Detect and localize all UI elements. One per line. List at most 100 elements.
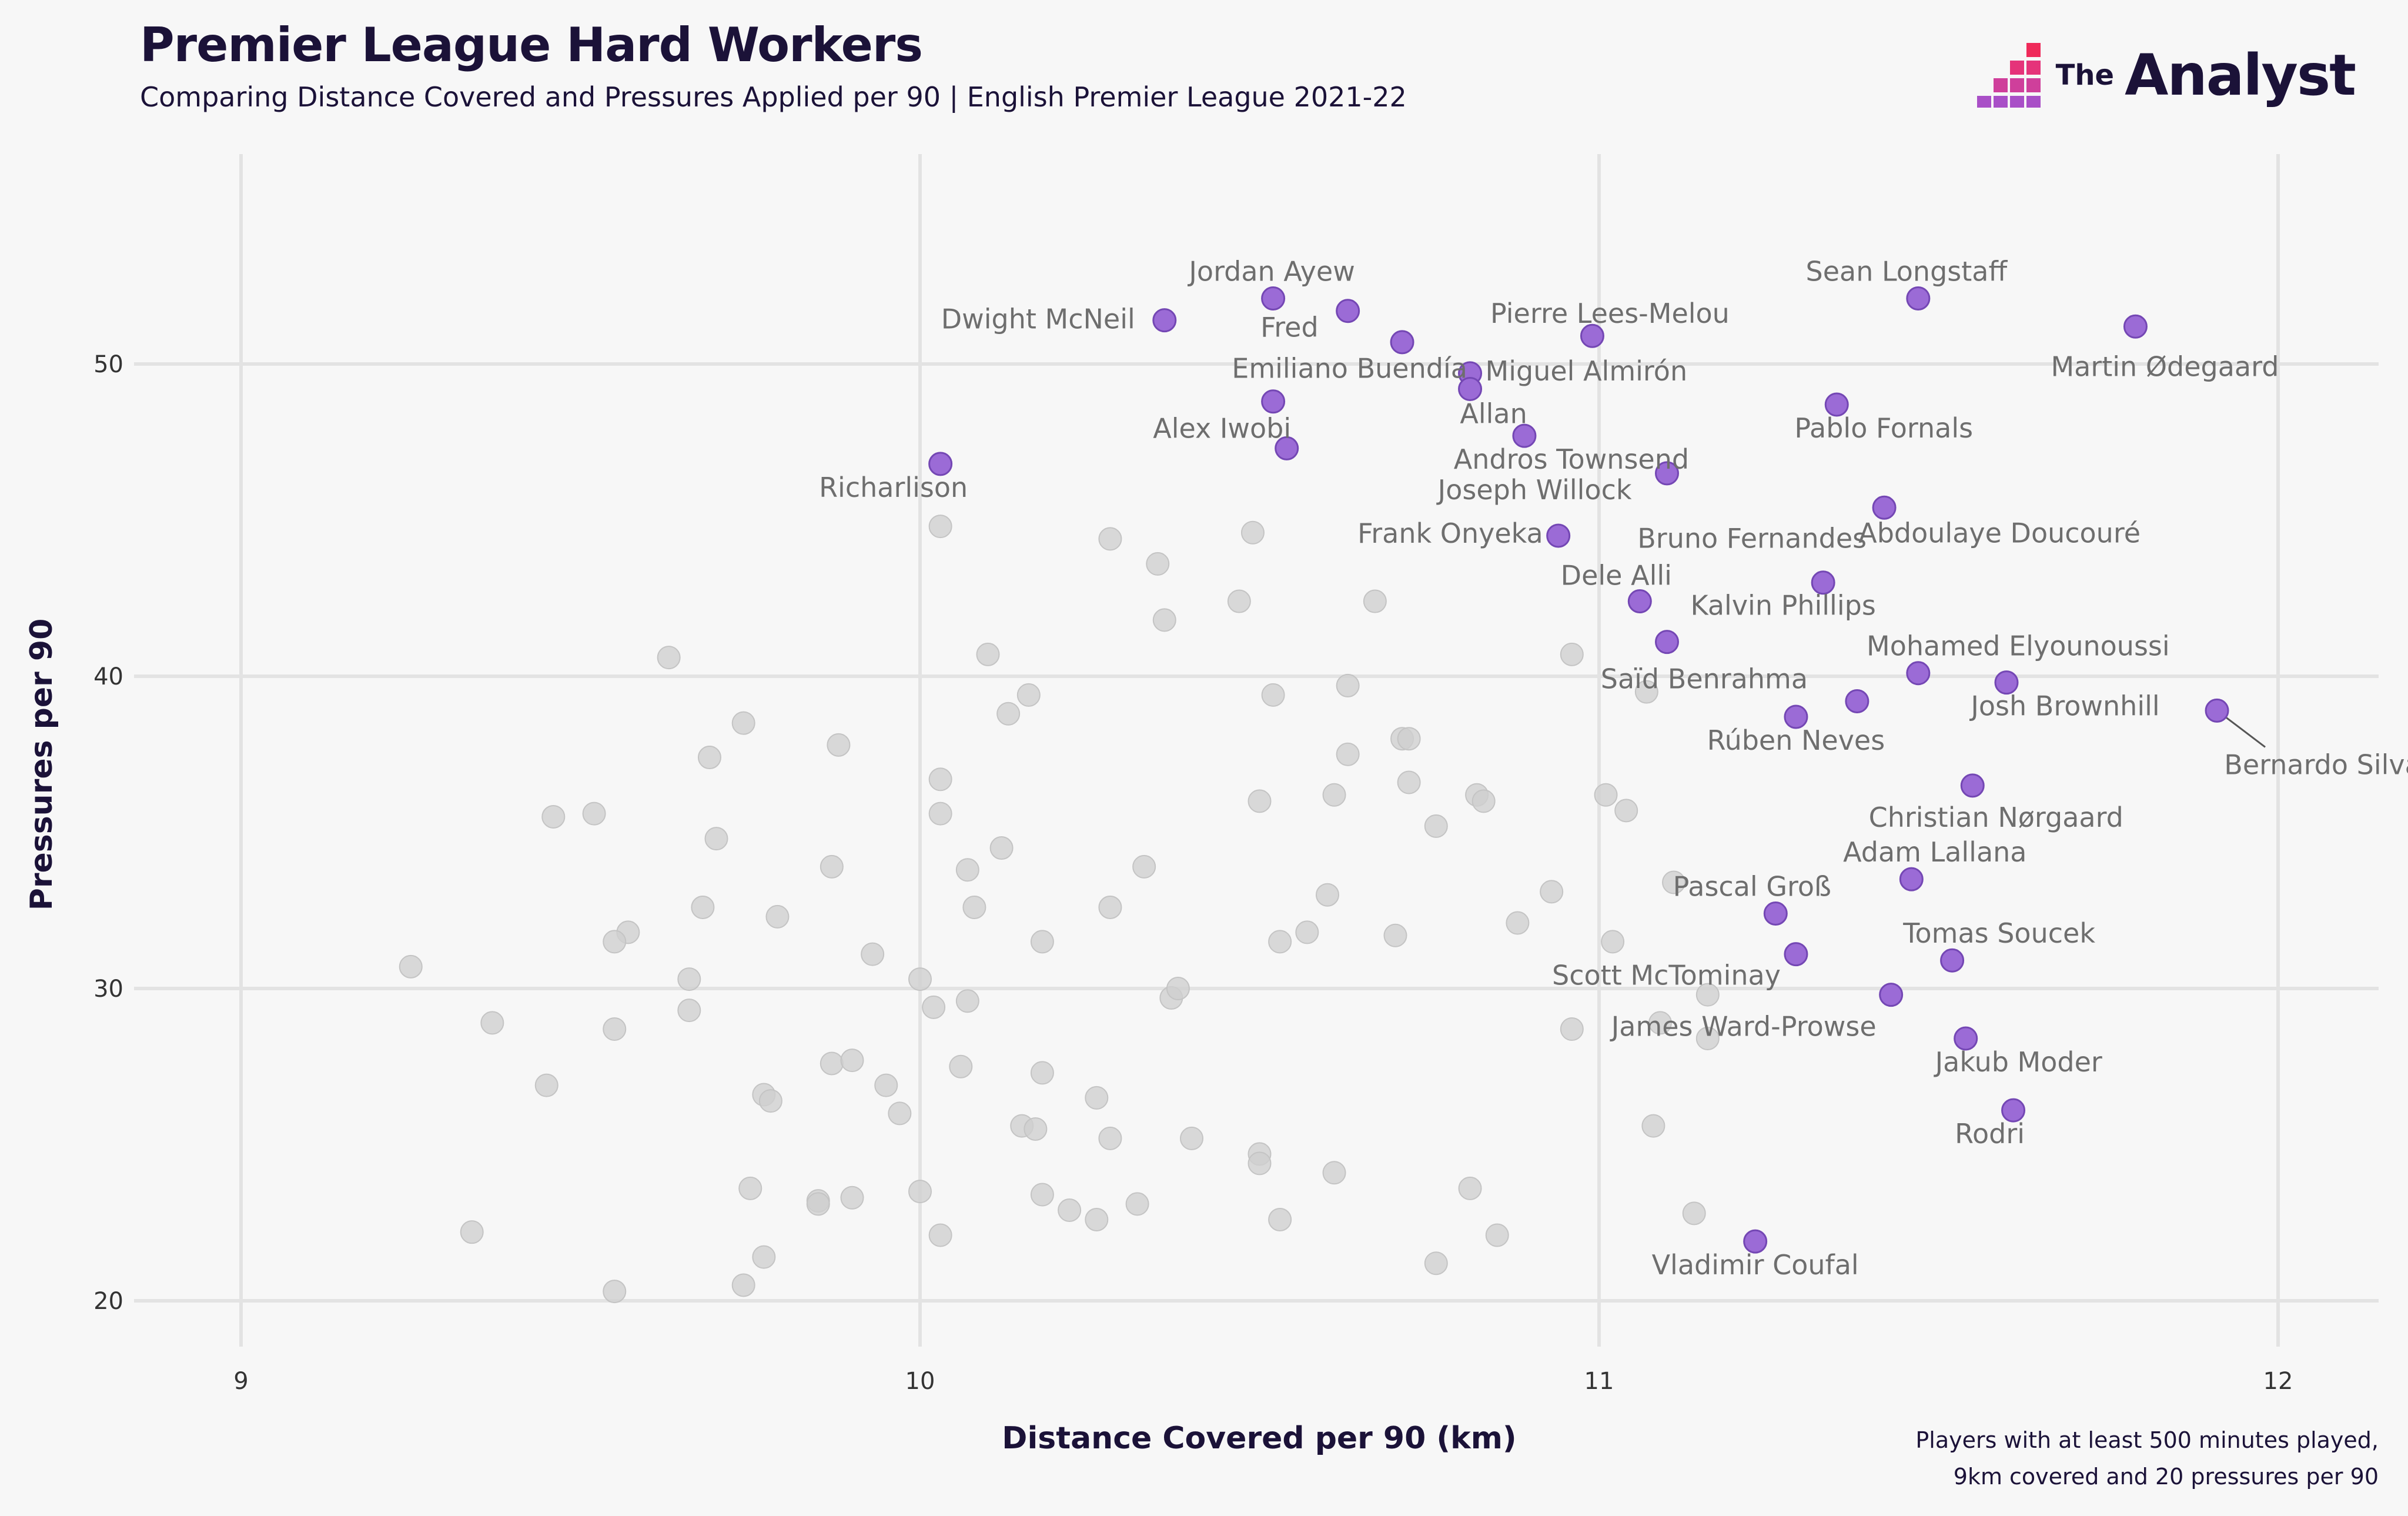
player-point-other	[1648, 1011, 1672, 1035]
player-point-other	[1363, 589, 1387, 613]
player-label: Bruno Fernandes	[1637, 522, 1867, 554]
player-point-other	[1695, 983, 1720, 1007]
player-point-other	[603, 1017, 627, 1041]
player-point-other	[1336, 742, 1360, 766]
player-point-highlighted	[1784, 942, 1808, 967]
player-label: Saïd Benrahma	[1601, 663, 1808, 694]
player-point-other	[1180, 1126, 1203, 1150]
player-point-other	[1383, 923, 1407, 947]
player-label: James Ward-Prowse	[1610, 1011, 1877, 1043]
player-point-other	[765, 904, 790, 929]
player-point-other	[820, 1051, 844, 1076]
player-point-highlighted	[1580, 323, 1604, 348]
analyst-logo-icon	[1976, 43, 2041, 108]
player-label: Pascal Groß	[1673, 871, 1831, 903]
player-label: Vladimir Coufal	[1652, 1249, 1859, 1281]
player-point-other	[677, 999, 701, 1023]
player-point-other	[1166, 977, 1190, 1000]
player-point-other	[820, 854, 844, 879]
player-label: Joseph Willock	[1436, 474, 1632, 506]
player-label: Mohamed Elyounoussi	[1867, 630, 2170, 662]
footnote-line-1: Players with at least 500 minutes played…	[1915, 1427, 2379, 1453]
x-tick-label: 11	[1584, 1368, 1614, 1395]
player-point-highlighted	[2205, 698, 2229, 723]
player-label: Tomas Soucek	[1902, 917, 2095, 949]
player-point-other	[840, 1048, 864, 1073]
player-label: Richarlison	[819, 472, 968, 503]
player-point-other	[840, 1186, 864, 1210]
player-point-other	[1594, 783, 1618, 807]
player-point-other	[1485, 1223, 1509, 1247]
player-point-other	[1424, 1251, 1448, 1275]
player-point-other	[1030, 930, 1054, 954]
player-point-highlighted	[1546, 523, 1571, 548]
x-tick-label: 9	[233, 1368, 248, 1395]
player-point-other	[677, 967, 701, 991]
player-point-highlighted	[1152, 308, 1177, 333]
player-point-highlighted	[1458, 376, 1483, 401]
player-label: Rúben Neves	[1707, 724, 1885, 756]
player-label: Bernardo Silva	[2224, 749, 2408, 780]
player-point-other	[1322, 783, 1346, 807]
player-label: Alex Iwobi	[1153, 412, 1291, 444]
player-point-highlighted	[1954, 1026, 1978, 1051]
player-point-other	[1322, 1161, 1346, 1185]
grid-lines	[134, 154, 2379, 1347]
player-point-other	[976, 642, 1000, 666]
player-point-highlighted	[1811, 570, 1835, 595]
other-points	[399, 515, 1720, 1304]
player-point-other	[1261, 683, 1285, 707]
player-point-other	[603, 930, 627, 954]
player-point-other	[1024, 1117, 1048, 1141]
logo-name: Analyst	[2125, 42, 2356, 108]
y-tick-label: 20	[93, 1288, 123, 1315]
player-label: Adam Lallana	[1843, 836, 2026, 868]
player-point-other	[460, 1220, 484, 1244]
player-label: Jordan Ayew	[1187, 255, 1354, 287]
player-point-other	[691, 895, 715, 919]
player-point-highlighted	[1906, 286, 1931, 310]
y-tick-label: 50	[93, 351, 123, 378]
player-point-other	[1030, 1061, 1054, 1085]
player-point-other	[1098, 895, 1122, 919]
player-point-other	[1614, 799, 1638, 823]
player-point-other	[697, 746, 721, 770]
player-label: Scott McTominay	[1552, 960, 1781, 991]
player-point-other	[996, 702, 1021, 726]
player-point-other	[1682, 1201, 1706, 1226]
player-point-other	[955, 858, 979, 882]
player-point-other	[1634, 680, 1658, 704]
x-axis-title: Distance Covered per 90 (km)	[1002, 1421, 1516, 1456]
chart-subtitle: Comparing Distance Covered and Pressures…	[140, 81, 1407, 113]
player-point-highlighted	[1906, 661, 1931, 686]
player-point-other	[908, 967, 932, 991]
player-label: Miguel Almirón	[1486, 355, 1688, 387]
player-point-other	[922, 995, 946, 1019]
player-point-other	[1227, 589, 1251, 613]
player-point-highlighted	[1655, 630, 1679, 655]
player-point-other	[1085, 1207, 1109, 1231]
player-point-other	[1248, 1151, 1272, 1176]
player-point-other	[1397, 727, 1421, 751]
player-point-highlighted	[1655, 461, 1679, 486]
player-label: Pablo Fornals	[1794, 412, 1973, 444]
player-point-other	[582, 802, 606, 826]
player-point-highlighted	[1899, 867, 1924, 891]
player-point-highlighted	[1743, 1229, 1768, 1254]
player-point-other	[1662, 870, 1686, 894]
player-point-other	[399, 954, 423, 979]
player-point-other	[1506, 911, 1530, 935]
player-point-other	[928, 515, 952, 539]
player-label: Martin Ødegaard	[2051, 350, 2279, 382]
player-point-other	[928, 1223, 952, 1247]
player-point-other	[928, 767, 952, 792]
player-point-other	[888, 1101, 912, 1126]
player-label: Josh Brownhill	[1969, 690, 2159, 722]
chart-title: Premier League Hard Workers	[140, 18, 923, 72]
player-point-other	[1601, 930, 1625, 954]
player-point-other	[738, 1176, 762, 1200]
player-point-highlighted	[1336, 299, 1360, 323]
player-label: Dwight McNeil	[941, 303, 1135, 335]
player-point-other	[1560, 642, 1584, 666]
